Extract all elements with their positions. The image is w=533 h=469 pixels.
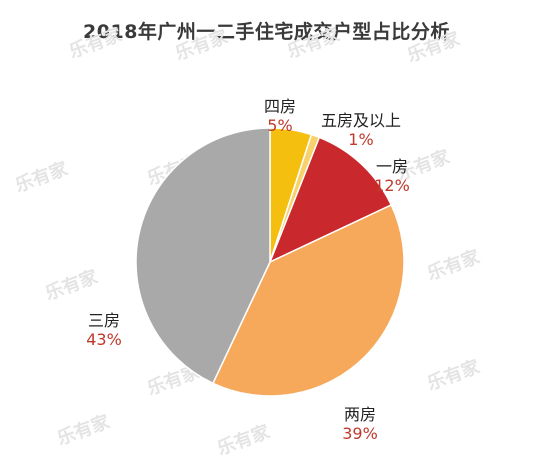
slice-category-label: 一房 [376, 157, 408, 176]
slice-value-label: 5% [267, 116, 292, 135]
watermark-text: 乐有家 [66, 23, 125, 62]
slice-value-label: 39% [342, 424, 378, 443]
watermark-text: 乐有家 [172, 25, 231, 64]
watermark-text: 乐有家 [424, 355, 483, 394]
chart-title: 2018年广州一二手住宅成交户型占比分析 [83, 21, 450, 43]
pie-slices [135, 127, 405, 397]
slice-category-label: 四房 [264, 97, 296, 116]
watermark-text: 乐有家 [424, 245, 483, 284]
slice-category-label: 两房 [344, 405, 376, 424]
pie-slice [211, 203, 405, 397]
watermark-text: 乐有家 [214, 420, 273, 459]
slice-value-label: 12% [374, 176, 410, 195]
watermark-text: 乐有家 [404, 27, 463, 66]
slice-value-label: 1% [348, 130, 373, 149]
slice-category-label: 三房 [88, 311, 120, 330]
slice-value-label: 43% [86, 330, 122, 349]
watermark-text: 乐有家 [12, 157, 71, 196]
pie-slice [268, 136, 393, 264]
watermark-text: 乐有家 [54, 410, 113, 449]
watermark-text: 乐有家 [284, 23, 343, 62]
watermark-text: 乐有家 [42, 265, 101, 304]
pie-slice [135, 127, 271, 385]
slice-category-label: 五房及以上 [321, 111, 401, 130]
